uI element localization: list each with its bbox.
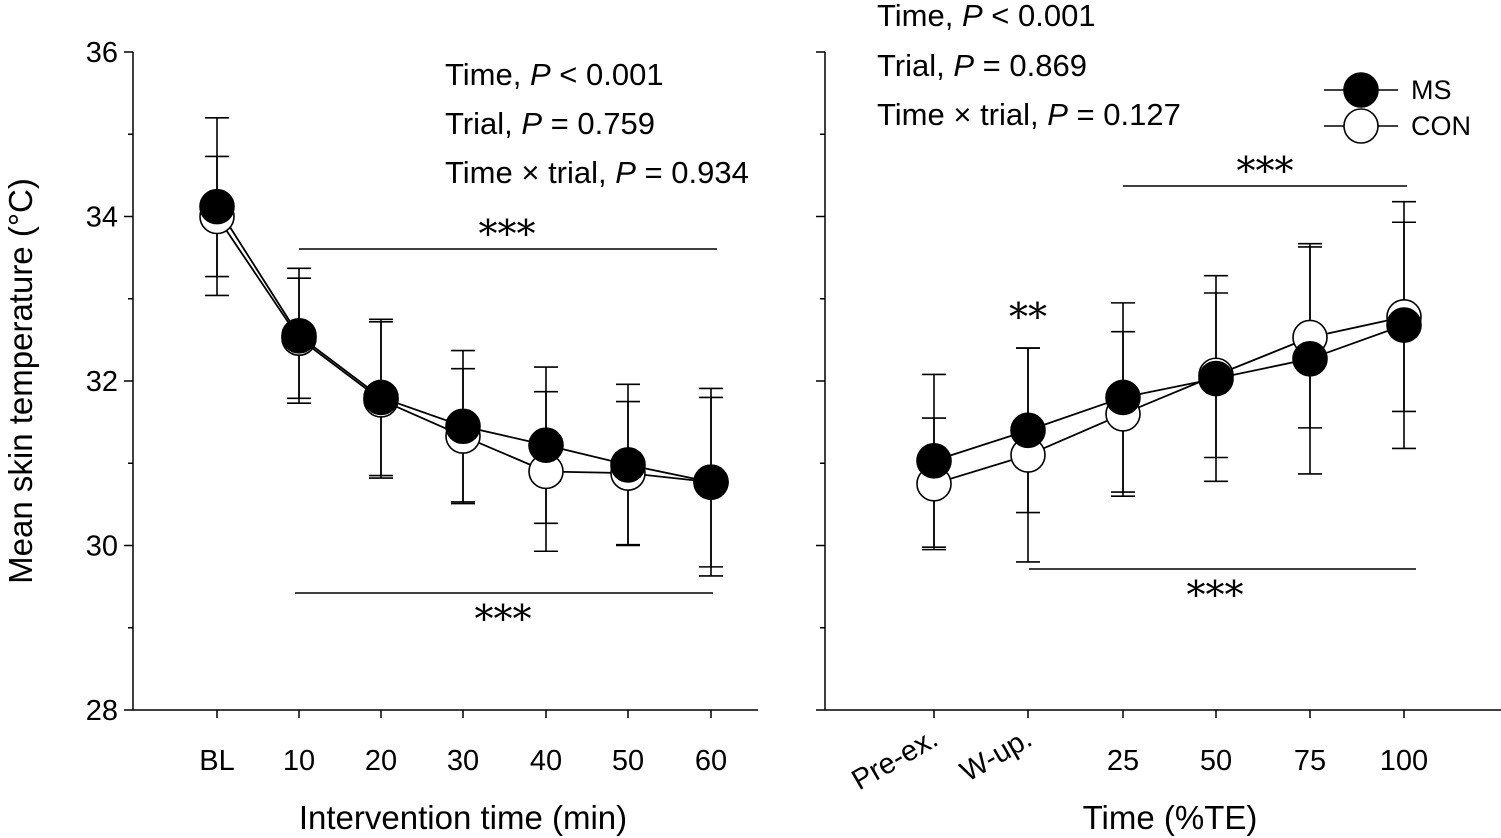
sig-stars-right-bottom: *** [1187,573,1244,617]
right-stats-line: Time × trial, P = 0.127 [877,97,1181,132]
sig-stars-wup: ** [1009,295,1047,339]
right-ms-point [1198,360,1234,397]
right-ms-line [933,324,1405,462]
legend-label: CON [1411,111,1471,141]
stats-p-value: = 0.127 [1068,97,1181,132]
left-ms-point [528,427,564,463]
x-tick-label: 10 [283,745,315,777]
stats-p-value: < 0.001 [983,0,1096,33]
x-tick-label: W-up. [955,722,1038,788]
x-tick-label: Pre-ex. [847,722,944,796]
stats-label: Trial, [877,48,953,83]
left-ms-point [445,408,481,445]
right-ms-point [1292,340,1328,377]
stats-p-symbol: P [962,0,983,33]
right-con-line [933,315,1405,485]
stats-p-symbol: P [530,57,551,92]
x-tick-label: 75 [1294,745,1326,777]
stats-p-symbol: P [521,106,542,141]
y-tick-label: 28 [86,695,118,727]
stats-p-symbol: P [1047,97,1068,132]
stats-p-value: < 0.001 [551,57,664,92]
legend-marker [1343,72,1379,108]
right-ms-point [1105,379,1141,416]
y-axis-label: Mean skin temperature (°C) [2,178,39,584]
sig-stars-right-top: *** [1237,149,1294,193]
x-tick-label: 20 [365,745,397,777]
stats-p-value: = 0.869 [974,48,1087,83]
x-tick-label: 40 [530,745,562,777]
legend-marker [1343,108,1379,144]
y-tick-label: 34 [86,202,118,234]
left-ms-point [363,379,399,416]
right-stats-line: Trial, P = 0.869 [877,48,1087,83]
right-ms-point [1010,412,1046,449]
y-tick-label: 36 [86,37,118,69]
left-ms-point [693,464,729,500]
sig-stars-left-bottom: *** [475,597,532,641]
stats-label: Time, [445,57,530,92]
left-stats-line: Time, P < 0.001 [445,57,664,92]
left-ms-point [281,317,317,354]
x-tick-label: 50 [612,745,644,777]
stats-p-value: = 0.934 [636,155,749,190]
x-tick-label: 30 [447,745,479,777]
x-tick-label: 25 [1107,745,1139,777]
left-stats-line: Time × trial, P = 0.934 [445,155,749,190]
legend-label: MS [1411,75,1452,105]
stats-p-value: = 0.759 [542,106,655,141]
x-axis-label: Time (%TE) [1083,799,1258,836]
x-tick-label: BL [199,745,234,777]
stats-label: Trial, [445,106,521,141]
right-stats-line: Time, P < 0.001 [877,0,1096,33]
stats-label: Time, [877,0,962,33]
x-axis-label: Intervention time (min) [299,799,627,836]
stats-label: Time × trial, [445,155,615,190]
x-tick-label: 100 [1380,745,1428,777]
stats-label: Time × trial, [877,97,1047,132]
left-stats-line: Trial, P = 0.759 [445,106,655,141]
right-ms-point [916,442,952,479]
sig-stars-left-top: *** [479,212,536,256]
stats-p-symbol: P [953,48,974,83]
x-tick-label: 60 [695,745,727,777]
y-tick-label: 30 [86,531,118,563]
right-ms-point [1386,307,1422,343]
x-tick-label: 50 [1200,745,1232,777]
left-ms-point [199,188,235,225]
y-tick-label: 32 [86,366,118,398]
stats-p-symbol: P [615,155,636,190]
left-ms-point [610,447,646,483]
